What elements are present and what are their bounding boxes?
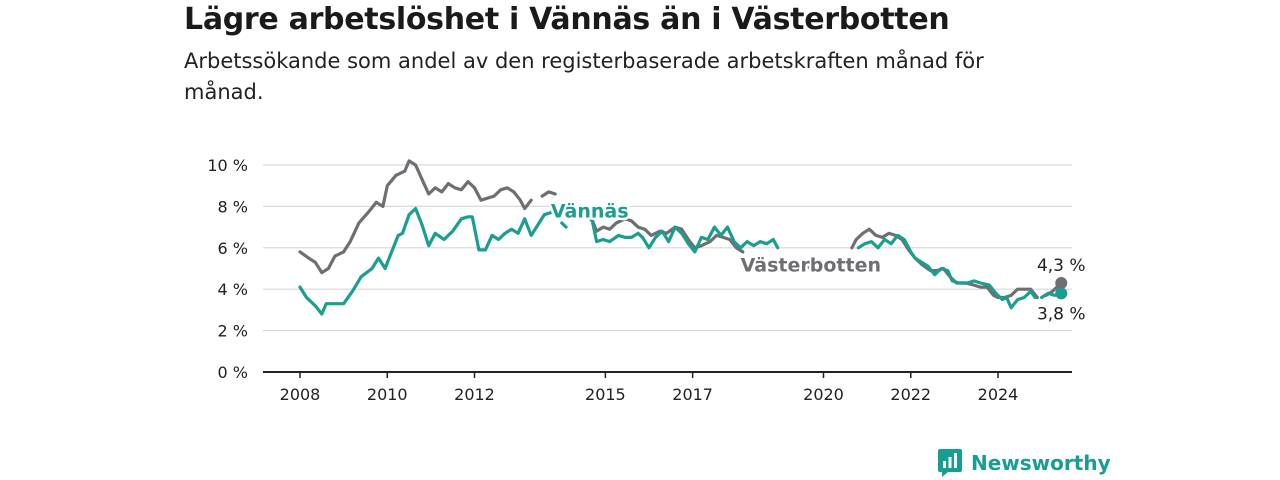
y-tick-label: 2 % [218, 322, 248, 341]
end-value-label-vasterbotten: 4,3 % [1037, 256, 1086, 276]
end-point-vannas [1055, 287, 1068, 300]
series-line-vannas [808, 266, 819, 273]
y-tick-label: 10 % [207, 156, 248, 175]
x-tick-label: 2017 [672, 385, 713, 404]
series-label-vannas: Vännäs [551, 201, 629, 223]
series-line-vannas [298, 206, 553, 316]
y-tick-label: 4 % [218, 280, 248, 299]
end-point-vasterbotten [1055, 276, 1068, 289]
x-tick-label: 2015 [585, 385, 626, 404]
y-tick-label: 0 % [218, 363, 248, 382]
x-tick-label: 2022 [890, 385, 931, 404]
chart-subtitle: Arbetssökande som andel av den registerb… [184, 49, 984, 104]
series-line-vasterbotten [540, 190, 557, 198]
newsworthy-brand: Newsworthy [937, 448, 1111, 478]
y-tick-label: 6 % [218, 239, 248, 258]
series-line-vannas [584, 213, 780, 254]
chart-title: Lägre arbetslöshet i Vännäs än i Västerb… [184, 2, 950, 37]
bar-chart-bubble-icon [938, 449, 962, 477]
end-value-label-vannas: 3,8 % [1037, 304, 1086, 324]
series-label-vasterbotten: Västerbotten [741, 254, 881, 276]
series-line-vasterbotten [298, 159, 533, 275]
x-tick-label: 2010 [367, 385, 408, 404]
series-line-vannas [856, 233, 1037, 310]
x-tick-label: 2008 [280, 385, 321, 404]
x-tick-label: 2012 [454, 385, 495, 404]
series-line-vasterbotten [802, 262, 823, 271]
series-line-vasterbotten [588, 213, 745, 254]
brand-name: Newsworthy [971, 451, 1111, 475]
series-line-vannas [560, 221, 568, 229]
x-tick-label: 2020 [803, 385, 844, 404]
x-tick-label: 2024 [978, 385, 1019, 404]
y-tick-label: 8 % [218, 197, 248, 216]
